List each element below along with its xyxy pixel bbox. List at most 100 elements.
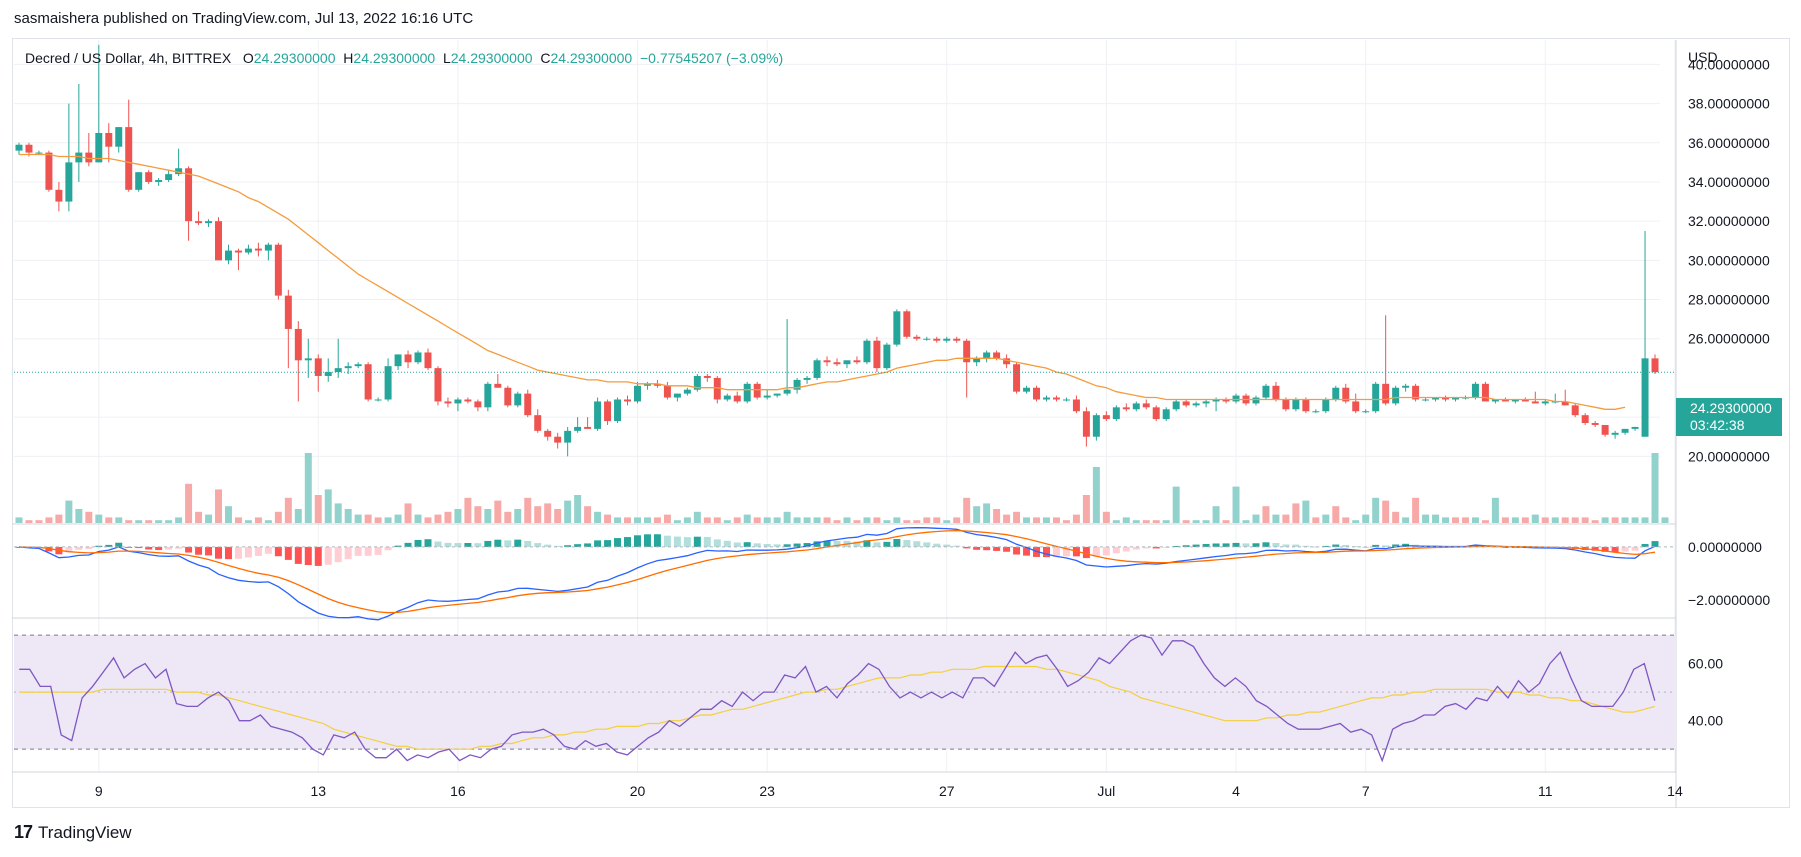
- macd-histogram-bar: [1302, 545, 1310, 547]
- macd-histogram-bar: [693, 536, 701, 547]
- macd-histogram-bar: [803, 543, 811, 547]
- macd-histogram-bar: [424, 539, 432, 547]
- candle-body: [1072, 399, 1080, 412]
- macd-histogram-bar: [254, 546, 262, 556]
- candle-body: [1591, 423, 1599, 425]
- volume-bar: [1282, 514, 1290, 523]
- macd-histogram-bar: [344, 546, 352, 560]
- candle-body: [234, 250, 242, 253]
- candle-body: [534, 415, 542, 431]
- open-label: O: [242, 50, 254, 66]
- volume-bar: [853, 520, 861, 523]
- macd-histogram-bar: [1092, 546, 1100, 557]
- macd-histogram-bar: [524, 540, 532, 547]
- rsi-band: [14, 635, 1676, 750]
- volume-bar: [1082, 495, 1090, 523]
- candle-body: [1571, 405, 1579, 416]
- volume-bar: [1491, 497, 1499, 523]
- macd-histogram-bar: [883, 541, 891, 547]
- macd-histogram-bar: [464, 543, 472, 547]
- volume-bar: [763, 517, 771, 523]
- macd-histogram-bar: [1102, 546, 1110, 556]
- volume-bar: [594, 511, 602, 523]
- macd-histogram-bar: [294, 546, 302, 564]
- volume-bar: [35, 520, 43, 523]
- volume-bar: [624, 517, 632, 523]
- candle-body: [294, 328, 302, 361]
- rsi-tick-label: 40.00: [1688, 713, 1723, 729]
- macd-histogram-bar: [1591, 546, 1599, 551]
- macd-histogram-bar: [1631, 546, 1639, 551]
- time-tick-label: 7: [1362, 783, 1370, 799]
- chart-frame[interactable]: [12, 38, 1790, 808]
- price-tick-label: 40.00000000: [1688, 56, 1770, 72]
- symbol-name[interactable]: Decred / US Dollar, 4h, BITTREX: [25, 50, 232, 66]
- macd-histogram-bar: [205, 546, 213, 556]
- volume-bar: [494, 500, 502, 523]
- volume-bar: [1112, 520, 1120, 523]
- volume-bar: [973, 506, 981, 523]
- candle-body: [1122, 407, 1130, 410]
- macd-histogram-bar: [504, 540, 512, 547]
- candle-body: [195, 221, 203, 224]
- macd-histogram-bar: [643, 534, 651, 547]
- macd-histogram-bar: [434, 541, 442, 547]
- volume-bar: [324, 489, 332, 523]
- macd-histogram-bar: [1621, 546, 1629, 552]
- macd-histogram-bar: [763, 544, 771, 547]
- candle-body: [35, 152, 43, 154]
- candle-body: [1202, 401, 1210, 404]
- volume-bar: [1182, 520, 1190, 523]
- macd-histogram-bar: [414, 539, 422, 547]
- candle-body: [683, 389, 691, 394]
- candle-body: [1003, 358, 1011, 365]
- volume-bar: [155, 520, 163, 523]
- macd-histogram-bar: [334, 546, 342, 563]
- macd-histogram-bar: [1132, 546, 1140, 550]
- volume-bar: [1192, 520, 1200, 523]
- macd-histogram-bar: [913, 541, 921, 547]
- volume-bar: [1511, 517, 1519, 523]
- candle-body: [1182, 401, 1190, 406]
- candle-body: [913, 336, 921, 339]
- volume-bar: [893, 517, 901, 523]
- candle-body: [903, 311, 911, 337]
- volume-bar: [663, 514, 671, 523]
- volume-bar: [264, 520, 272, 523]
- macd-histogram-bar: [1352, 546, 1360, 548]
- volume-bar: [254, 517, 262, 523]
- volume-bar: [65, 500, 73, 523]
- volume-bar: [673, 520, 681, 523]
- volume-bar: [793, 517, 801, 523]
- macd-histogram-bar: [1232, 542, 1240, 547]
- candle-body: [763, 395, 771, 398]
- macd-histogram-bar: [1332, 544, 1340, 547]
- tradingview-logo[interactable]: 17 TradingView: [14, 822, 132, 843]
- candle-body: [1322, 399, 1330, 412]
- macd-histogram-bar: [973, 546, 981, 550]
- low-label: L: [442, 50, 451, 66]
- high-value: 24.29300000: [353, 50, 436, 66]
- volume-bar: [504, 511, 512, 523]
- volume-bar: [983, 503, 991, 523]
- candle-body: [125, 127, 133, 190]
- volume-bar: [1222, 520, 1230, 523]
- macd-histogram-bar: [703, 536, 711, 547]
- macd-histogram-bar: [1082, 546, 1090, 559]
- volume-bar: [1142, 520, 1150, 523]
- candle-body: [494, 383, 502, 388]
- candle-body: [444, 401, 452, 404]
- candle-body: [1282, 399, 1290, 410]
- volume-bar: [1382, 500, 1390, 523]
- volume-bar: [1641, 517, 1649, 523]
- macd-histogram-bar: [554, 545, 562, 547]
- volume-bar: [1072, 514, 1080, 523]
- macd-histogram-bar: [574, 544, 582, 547]
- volume-bar: [693, 511, 701, 523]
- candle-body: [993, 352, 1001, 359]
- macd-histogram-bar: [853, 541, 861, 547]
- candle-body: [1132, 403, 1140, 410]
- currency-label: USD: [1688, 49, 1718, 65]
- volume-bar: [643, 517, 651, 523]
